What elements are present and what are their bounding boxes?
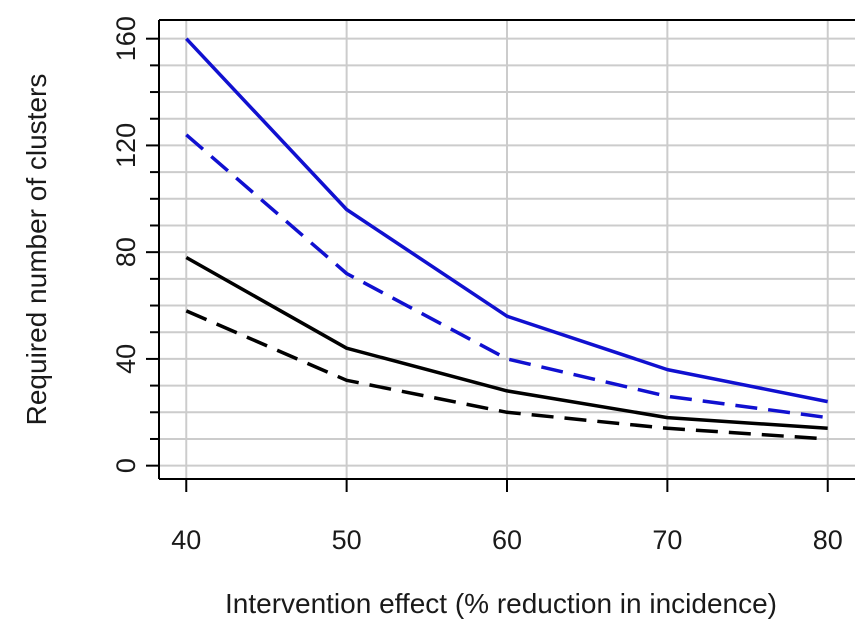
x-tick-label-4: 80 xyxy=(813,525,843,555)
x-tick-label-0: 40 xyxy=(171,525,201,555)
y-tick-label-3: 120 xyxy=(111,123,141,168)
y-tick-label-4: 160 xyxy=(111,16,141,61)
series-lines xyxy=(185,37,829,441)
y-tick-label-2: 80 xyxy=(111,237,141,267)
y-axis-title: Required number of clusters xyxy=(21,74,52,426)
series-line-3 xyxy=(185,309,828,441)
y-tick-label-1: 40 xyxy=(111,344,141,374)
y-tick-label-0: 0 xyxy=(111,458,141,473)
series-line-0 xyxy=(185,37,829,404)
x-tick-label-3: 70 xyxy=(652,525,682,555)
series-line-1 xyxy=(185,133,828,420)
series-line-2 xyxy=(185,255,828,431)
x-tick-label-1: 50 xyxy=(332,525,362,555)
grid-lines xyxy=(159,20,855,479)
x-axis-title: Intervention effect (% reduction in inci… xyxy=(225,588,777,619)
x-tick-label-2: 60 xyxy=(492,525,522,555)
axes: 0 40 80 120 160 40 50 60 70 80 xyxy=(111,16,855,555)
